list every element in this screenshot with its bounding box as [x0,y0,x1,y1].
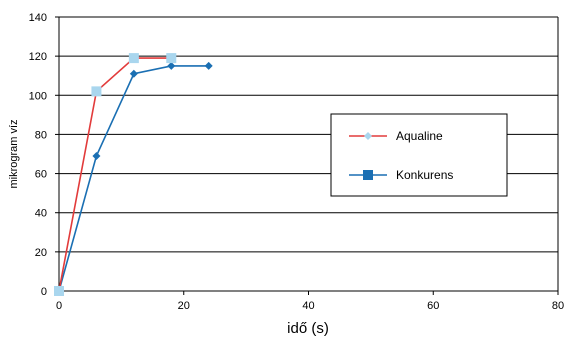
y-tick-label: 120 [29,51,47,63]
series-line-aqualine [58,57,172,292]
legend-marker-konkurens [363,170,373,180]
overlay-marker-point [91,86,102,97]
point-konkurens [167,61,176,70]
series-group [54,53,213,296]
overlay-marker-point [128,53,139,64]
x-tick-label: 20 [178,300,190,312]
axes [55,16,559,295]
y-tick-label: 140 [29,12,47,24]
overlay-marker-point [54,286,64,296]
x-tick-label: 60 [427,300,439,312]
y-tick-label: 0 [41,286,47,298]
legend-box [330,113,508,197]
grid-lines [59,16,558,253]
y-axis-label: mikrogram víz [8,119,20,188]
y-tick-label: 20 [35,247,47,259]
legend-label-aqualine: Aqualine [396,129,443,143]
legend: Aqualine Konkurens [330,113,508,197]
x-tick-label: 0 [56,300,62,312]
legend-label-konkurens: Konkurens [396,168,453,182]
y-tick-label: 40 [35,208,47,220]
legend-marker-aqualine [364,132,372,140]
series-line-konkurens [58,65,209,292]
point-konkurens [92,151,101,160]
x-tick-labels: 0 20 40 60 80 [56,300,564,312]
y-tick-label: 100 [29,90,47,102]
overlay-marker-point [166,53,177,64]
x-axis-label: idő (s) [287,320,329,337]
y-tick-label: 60 [35,169,47,181]
point-konkurens [204,61,213,70]
point-konkurens [129,69,138,78]
x-tick-label: 80 [552,300,564,312]
y-tick-label: 80 [35,129,47,141]
y-tick-labels: 0 20 40 60 80 100 120 140 [29,12,47,298]
x-tick-label: 40 [302,300,314,312]
